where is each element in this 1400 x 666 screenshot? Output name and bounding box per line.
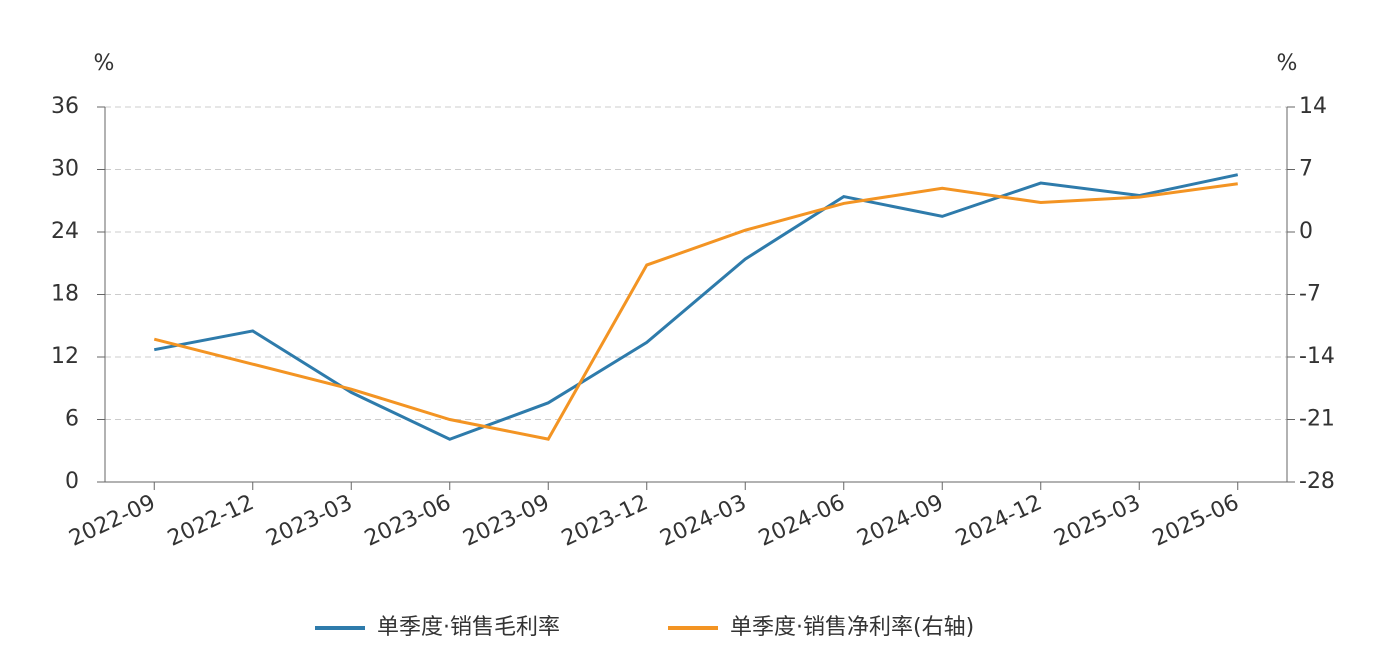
x-tick-label: 2023-06 bbox=[361, 490, 455, 552]
y-tick-label: 36 bbox=[51, 94, 79, 119]
y2-tick-label: -28 bbox=[1299, 469, 1335, 494]
x-tick-label: 2023-09 bbox=[459, 490, 553, 552]
y-tick-label: 18 bbox=[51, 282, 79, 307]
x-tick-label: 2025-03 bbox=[1050, 490, 1144, 552]
x-tick-label: 2024-06 bbox=[755, 490, 849, 552]
series-line bbox=[153, 182, 1238, 441]
y2-tick-label: -21 bbox=[1299, 407, 1335, 432]
x-tick-label: 2023-12 bbox=[558, 490, 652, 552]
y2-tick-label: 14 bbox=[1299, 94, 1327, 119]
y-tick-label: 24 bbox=[51, 219, 79, 244]
x-tick-label: 2024-09 bbox=[853, 490, 947, 552]
legend-label: 单季度·销售毛利率 bbox=[377, 615, 560, 640]
y2-unit: % bbox=[1277, 51, 1298, 76]
y2-tick-label: -14 bbox=[1299, 344, 1335, 369]
y-tick-label: 12 bbox=[51, 344, 79, 369]
y2-tick-label: 0 bbox=[1299, 219, 1313, 244]
y2-tick-label: 7 bbox=[1299, 157, 1313, 182]
x-tick-label: 2022-12 bbox=[164, 490, 258, 552]
x-tick-label: 2022-09 bbox=[65, 490, 159, 552]
y-tick-label: 30 bbox=[51, 157, 79, 182]
x-tick-label: 2024-03 bbox=[656, 490, 750, 552]
y-unit: % bbox=[94, 51, 115, 76]
y2-tick-label: -7 bbox=[1299, 282, 1321, 307]
y-tick-label: 6 bbox=[65, 407, 79, 432]
x-tick-label: 2023-03 bbox=[262, 490, 356, 552]
x-tick-label: 2024-12 bbox=[952, 490, 1046, 552]
x-tick-label: 2025-06 bbox=[1149, 490, 1243, 552]
series-line bbox=[153, 173, 1239, 441]
y-tick-label: 0 bbox=[65, 469, 79, 494]
legend-label: 单季度·销售净利率(右轴) bbox=[730, 615, 974, 640]
